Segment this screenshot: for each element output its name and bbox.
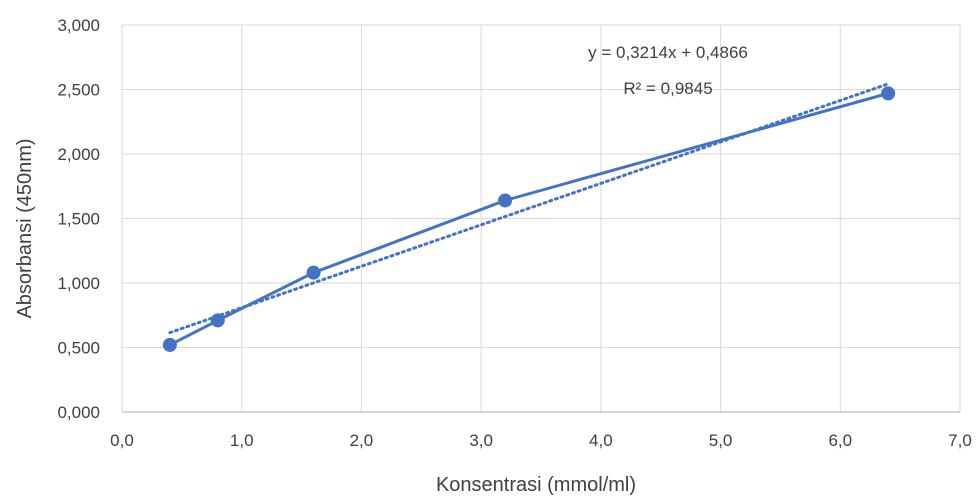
data-point: [881, 86, 896, 101]
x-tick-label: 6,0: [828, 431, 852, 450]
x-tick-label: 3,0: [469, 431, 493, 450]
data-point: [498, 193, 513, 208]
x-tick-label: 4,0: [589, 431, 613, 450]
y-tick-label: 2,500: [57, 81, 100, 100]
y-tick-label: 1,500: [57, 210, 100, 229]
series-line: [168, 91, 890, 347]
x-tick-label: 0,0: [110, 431, 134, 450]
r-squared-label: R² = 0,9845: [623, 79, 712, 98]
y-tick-label: 0,000: [57, 403, 100, 422]
y-tick-label: 2,000: [57, 145, 100, 164]
x-axis-title: Konsentrasi (mmol/ml): [436, 474, 636, 496]
data-point: [306, 265, 321, 280]
x-tick-label: 2,0: [350, 431, 374, 450]
y-tick-label: 1,000: [57, 274, 100, 293]
data-point: [162, 337, 177, 352]
trendline: [168, 82, 890, 335]
x-tick-label: 1,0: [230, 431, 254, 450]
data-point: [210, 313, 225, 328]
y-axis-title: Absorbansi (450nm): [14, 138, 36, 318]
y-tick-label: 0,500: [57, 339, 100, 358]
trendline-equation: y = 0,3214x + 0,4866: [588, 43, 748, 62]
x-tick-label: 7,0: [948, 431, 972, 450]
x-tick-label: 5,0: [709, 431, 733, 450]
y-tick-label: 3,000: [57, 16, 100, 35]
